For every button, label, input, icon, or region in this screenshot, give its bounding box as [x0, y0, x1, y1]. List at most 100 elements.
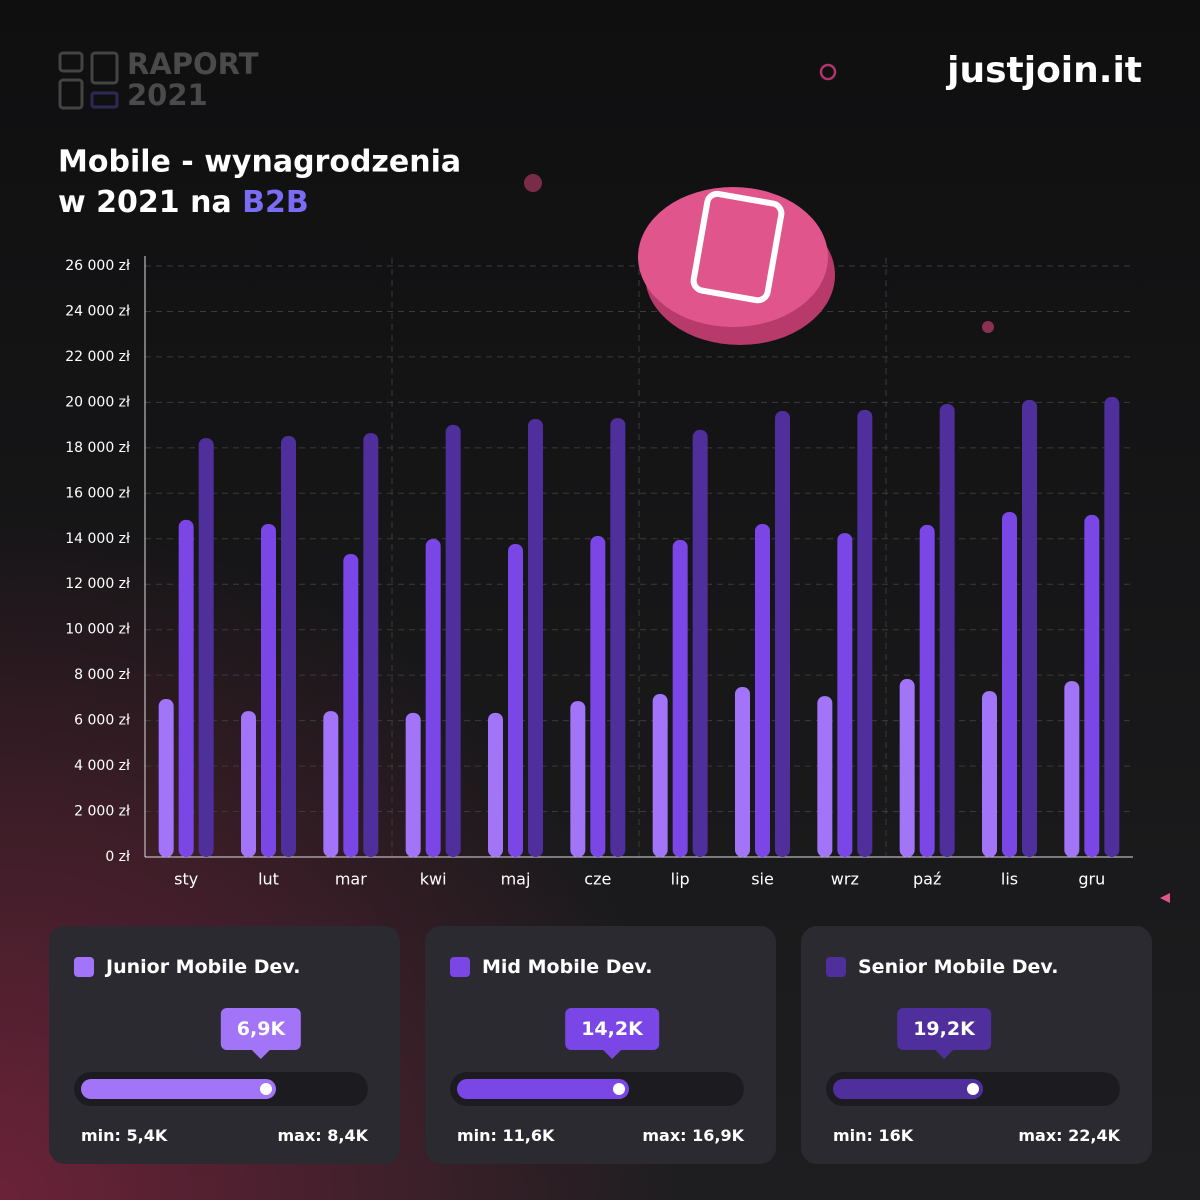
y-tick-label: 14 000 zł [65, 531, 130, 547]
slider-knob [967, 1083, 979, 1095]
legend-entry: Junior Mobile Dev. [74, 956, 300, 978]
y-tick-label: 8 000 zł [74, 667, 130, 683]
y-tick-label: 26 000 zł [65, 258, 130, 274]
legend-card: Junior Mobile Dev. 6,9K min: 5,4K max: 8,4K [49, 926, 400, 1164]
bar [570, 701, 586, 857]
brand-logo: justjoin.it [945, 50, 1142, 91]
slider-fill [833, 1079, 983, 1099]
legend-label: Senior Mobile Dev. [858, 956, 1059, 978]
y-tick-label: 12 000 zł [65, 576, 130, 592]
legend-card: Mid Mobile Dev. 14,2K min: 11,6K max: 16,9K [425, 926, 776, 1164]
y-tick-label: 2 000 zł [74, 804, 130, 820]
x-tick-label: sty [174, 870, 198, 889]
y-tick-label: 4 000 zł [74, 758, 130, 774]
report-year: 2021 [127, 78, 208, 112]
y-tick-label: 10 000 zł [65, 622, 130, 638]
y-tick-label: 6 000 zł [74, 713, 130, 729]
title-line: w 2021 na [58, 185, 232, 220]
x-tick-label: paź [913, 870, 941, 889]
chart: RAPORT 2021 justjoin.it Mobile - wynagro… [58, 47, 1170, 903]
bar [735, 686, 750, 857]
bar [323, 711, 339, 857]
min-label: min: 5,4K [81, 1126, 168, 1145]
legend-entry: Mid Mobile Dev. [450, 956, 652, 978]
max-label: max: 16,9K [642, 1126, 744, 1145]
y-tick-label: 20 000 zł [65, 394, 130, 410]
bar [445, 424, 461, 857]
min-label: min: 16K [833, 1126, 914, 1145]
bar [692, 429, 708, 857]
bar [528, 418, 543, 857]
max-label: max: 22,4K [1018, 1126, 1120, 1145]
legend-entry: Senior Mobile Dev. [826, 956, 1058, 978]
bar [672, 539, 688, 857]
bar [198, 438, 214, 857]
bar [343, 553, 359, 857]
x-tick-label: lip [671, 870, 690, 889]
value-badge: 6,9K [220, 1008, 302, 1059]
x-tick-label: lut [258, 870, 279, 889]
bar [1064, 681, 1080, 857]
slider-track [74, 1072, 368, 1106]
legend-card: Senior Mobile Dev. 19,2K min: 16K max: 22,4… [801, 926, 1152, 1164]
decor [819, 63, 837, 81]
x-tick-label: sie [751, 870, 774, 889]
bar [281, 436, 296, 857]
bar [508, 543, 523, 857]
bar [405, 712, 421, 857]
x-tick-label: wrz [831, 870, 859, 889]
x-tick-label: kwi [420, 870, 447, 889]
value-badge: 14,2K [565, 1008, 659, 1059]
y-tick-label: 0 zł [105, 849, 130, 865]
bar [857, 409, 873, 857]
bar [982, 691, 997, 857]
legend-label: Junior Mobile Dev. [106, 956, 301, 978]
value-badge: 19,2K [897, 1008, 991, 1059]
slider-track [450, 1072, 744, 1106]
legend-swatch [826, 957, 846, 977]
bar [1104, 396, 1120, 857]
y-tick-label: 16 000 zł [65, 485, 130, 501]
slider-knob [260, 1083, 272, 1095]
x-tick-label: mar [335, 870, 367, 889]
x-tick-label: lis [1001, 870, 1018, 889]
legend-swatch [74, 957, 94, 977]
bar [241, 711, 256, 857]
slider-track [826, 1072, 1120, 1106]
legend-swatch [450, 957, 470, 977]
phone-coin [638, 187, 835, 345]
bar [261, 523, 276, 857]
bar [610, 418, 626, 857]
min-label: min: 11,6K [457, 1126, 555, 1145]
bar [755, 523, 770, 857]
report-label: RAPORT [127, 47, 259, 81]
chart-title: w 2021 na B2B [58, 185, 309, 220]
slider-knob [613, 1083, 625, 1095]
chart-title: Mobile - wynagrodzenia [58, 145, 461, 180]
bar [488, 712, 503, 857]
slider-fill [457, 1079, 629, 1099]
bar [1022, 399, 1037, 857]
bar [158, 699, 174, 857]
decor [982, 321, 994, 333]
bar [178, 519, 194, 857]
bar [652, 694, 668, 857]
bar [899, 679, 915, 857]
grid: 0 zł 2 000 zł 4 000 zł 6 000 zł 8 000 zł 10 0… [65, 256, 1133, 889]
report-logo [58, 51, 119, 110]
bar [817, 696, 833, 857]
bar [775, 411, 790, 857]
bar [837, 533, 853, 857]
decor [524, 174, 542, 192]
y-tick-label: 24 000 zł [65, 303, 130, 319]
decor [1160, 893, 1170, 903]
bar [590, 536, 606, 857]
bar [425, 538, 441, 857]
bars [158, 396, 1120, 857]
title-highlight: B2B [242, 185, 309, 220]
slider-fill [81, 1079, 276, 1099]
bar [1002, 511, 1017, 857]
y-tick-label: 22 000 zł [65, 349, 130, 365]
bar [919, 524, 935, 857]
